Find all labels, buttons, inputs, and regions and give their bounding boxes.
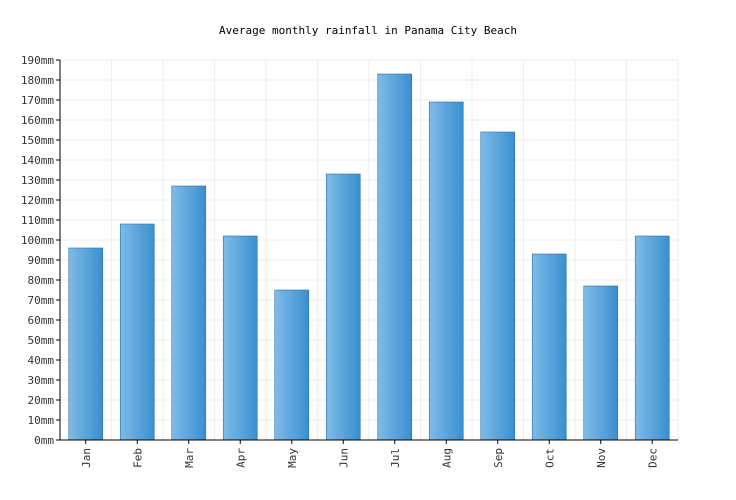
y-tick-label: 40mm: [28, 354, 55, 367]
y-tick-label: 180mm: [21, 74, 54, 87]
bar-sep: [480, 131, 516, 441]
bar-jul: [377, 73, 413, 441]
x-tick-label: Apr: [234, 448, 247, 468]
bar-mar: [171, 185, 207, 441]
x-tick-label: Jul: [389, 448, 402, 468]
y-tick-label: 50mm: [28, 334, 55, 347]
x-tick-label: Aug: [440, 448, 453, 468]
y-tick-label: 100mm: [21, 234, 54, 247]
y-tick-label: 90mm: [28, 254, 55, 267]
x-tick-labels: Jan Feb Mar Apr May Jun Jul Aug Sep Oct Nov Dec: [80, 440, 659, 468]
chart-title: Average monthly rainfall in Panama City …: [219, 24, 517, 37]
y-tick-label: 130mm: [21, 174, 54, 187]
y-tick-label: 20mm: [28, 394, 55, 407]
y-tick-label: 190mm: [21, 54, 54, 67]
x-tick-label: Sep: [492, 448, 505, 468]
bar-apr: [222, 235, 258, 441]
y-tick-label: 150mm: [21, 134, 54, 147]
bar-layer: [68, 73, 670, 441]
bar-aug: [428, 101, 464, 441]
y-tick-label: 120mm: [21, 194, 54, 207]
x-tick-label: Mar: [183, 448, 196, 468]
bar-nov: [583, 285, 619, 441]
bar-oct: [531, 253, 567, 441]
bar-may: [274, 289, 310, 441]
y-tick-label: 60mm: [28, 314, 55, 327]
x-tick-label: Jun: [337, 448, 350, 468]
x-tick-label: Dec: [646, 448, 659, 468]
y-tick-label: 140mm: [21, 154, 54, 167]
axis-layer: [59, 60, 678, 441]
y-tick-label: 110mm: [21, 214, 54, 227]
grid-layer: [59, 59, 679, 441]
bar-jun: [325, 173, 361, 441]
bar-jan: [68, 247, 104, 441]
bar-feb: [119, 223, 155, 441]
y-tick-label: 170mm: [21, 94, 54, 107]
y-tick-label: 160mm: [21, 114, 54, 127]
x-tick-label: May: [286, 448, 299, 468]
y-tick-label: 0mm: [34, 434, 54, 447]
bar-dec: [634, 235, 670, 441]
x-tick-label: Oct: [543, 448, 556, 468]
y-tick-label: 30mm: [28, 374, 55, 387]
x-tick-label: Nov: [595, 448, 608, 468]
y-tick-labels: 0mm 10mm 20mm 30mm 40mm 50mm 60mm 70mm 80mm 90mm 1…: [21, 54, 60, 447]
y-tick-label: 10mm: [28, 414, 55, 427]
y-tick-label: 70mm: [28, 294, 55, 307]
y-tick-label: 80mm: [28, 274, 55, 287]
x-tick-label: Feb: [131, 448, 144, 468]
x-tick-label: Jan: [80, 448, 93, 468]
